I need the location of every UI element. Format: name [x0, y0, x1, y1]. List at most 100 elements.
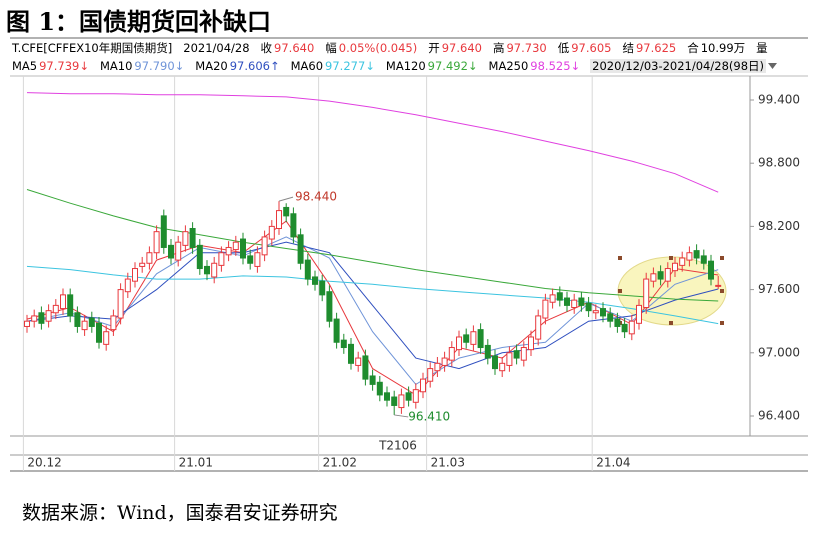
candle-body [456, 336, 462, 351]
candle-body [304, 259, 311, 280]
candle-body [146, 252, 153, 264]
legend-name: MA120 [385, 59, 426, 73]
legend-name: MA5 [12, 59, 38, 73]
candle-body [535, 315, 542, 340]
candle-body [686, 252, 693, 261]
ma-line [26, 92, 719, 193]
quote-value: 0.05%(0.045) [338, 41, 418, 55]
candle-body [117, 289, 124, 319]
candle-body [412, 389, 419, 403]
quote-label: 量 [756, 41, 768, 55]
y-tick-label: 99.400 [758, 93, 800, 107]
candle-body [405, 392, 412, 401]
candle-body [484, 344, 491, 359]
candle-body [477, 329, 484, 349]
contract-label: T2106 [378, 439, 417, 453]
quote-label: 幅 [325, 41, 337, 55]
candle-body [362, 355, 369, 380]
x-tick-label: 21.03 [431, 456, 465, 470]
quote-label: 合 [687, 41, 699, 55]
candle-body [600, 308, 606, 317]
candle-body [204, 265, 210, 275]
legend-value: 98.525↓ [530, 59, 581, 73]
candle-body [398, 394, 405, 409]
ma-line [26, 236, 719, 386]
candle-body [499, 362, 506, 372]
candle-body [348, 343, 354, 364]
candle-body [672, 262, 678, 272]
annotation-leader [278, 196, 294, 202]
annotation-label: 96.410 [408, 409, 450, 423]
candle-body [254, 252, 261, 267]
legend-name: MA250 [488, 59, 529, 73]
candle-body [319, 280, 326, 296]
selection-handles [618, 256, 724, 325]
quote-label: 开 [428, 41, 440, 55]
candle-body [355, 357, 362, 366]
candle-body [74, 312, 81, 327]
candle-body [110, 315, 117, 331]
x-tick-label: 21.04 [596, 456, 630, 470]
candle-body [175, 241, 182, 261]
quote-row: T.CFE[CFFEX10年期国债期货] 2021/04/28 收 97.640 幅 0.… [12, 40, 770, 56]
candle-body [153, 231, 160, 254]
candle-body [340, 339, 347, 349]
candle-body [297, 234, 304, 264]
candle-body [470, 331, 477, 345]
candle-body [189, 228, 196, 248]
candle-body [326, 291, 333, 322]
candle-body [240, 238, 246, 259]
ma-line [26, 241, 719, 370]
candle-body [492, 355, 498, 370]
annotation-leader [394, 414, 409, 418]
candle-body [614, 318, 621, 327]
candle-body [693, 250, 700, 259]
quote-value: 97.640 [441, 41, 482, 55]
candle-body [542, 299, 549, 319]
candle-body [31, 315, 38, 322]
candle-body [283, 206, 290, 217]
candle-body [139, 262, 146, 267]
candle-body [657, 271, 664, 280]
candle-body [528, 336, 534, 351]
candle-body [708, 260, 714, 280]
quote-value: 97.730 [506, 41, 547, 55]
candle-body [700, 255, 707, 264]
candle-body [650, 273, 657, 282]
candle-body [513, 350, 520, 359]
candle-body [679, 257, 686, 266]
candle-body [124, 278, 131, 293]
candle-body [434, 362, 441, 372]
candle-body [232, 241, 239, 251]
y-tick-label: 98.200 [758, 219, 800, 233]
candle-body [578, 297, 585, 306]
candle-body [427, 368, 434, 382]
candle-body [312, 276, 318, 285]
x-tick-label: 20.12 [27, 456, 61, 470]
candle-body [160, 215, 167, 248]
legend-name: MA60 [290, 59, 324, 73]
candle-body [38, 312, 45, 324]
candle-body [549, 294, 556, 303]
legend-value: 97.606↑ [229, 59, 280, 73]
candle-body [520, 347, 527, 361]
annotation-label: 98.440 [295, 190, 337, 204]
quote-label: 收 [260, 41, 273, 55]
candle-body [607, 313, 614, 322]
period: 2020/12/03-2021/04/28(98日) [590, 59, 766, 73]
candle-body [369, 375, 376, 385]
dropdown-icon[interactable] [768, 62, 777, 70]
legend-name: MA10 [99, 59, 133, 73]
ma-lines [26, 92, 719, 396]
candle-body [211, 262, 218, 278]
quote-value: 97.625 [635, 41, 677, 55]
y-tick-label: 96.400 [758, 408, 800, 422]
legend-value: 97.739↓ [39, 59, 89, 73]
legend-name: MA20 [195, 59, 228, 73]
ma-line [26, 220, 719, 396]
legend-value: 97.790↓ [134, 59, 185, 73]
candle-body [45, 310, 52, 322]
y-tick-label: 98.800 [758, 156, 800, 170]
